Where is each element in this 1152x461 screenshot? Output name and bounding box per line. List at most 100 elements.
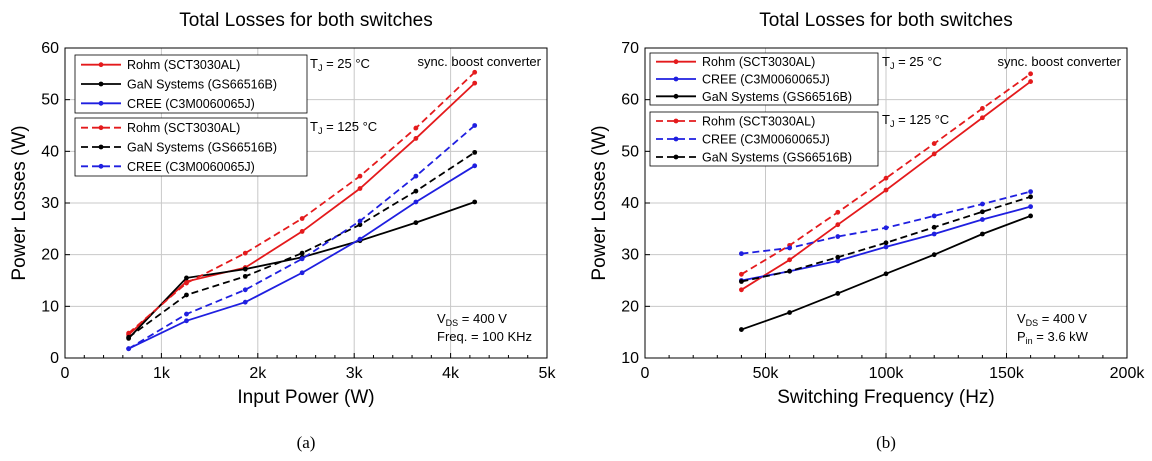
- data-point: [184, 318, 189, 324]
- data-point: [299, 229, 305, 234]
- data-point: [413, 188, 419, 194]
- data-point: [835, 254, 841, 260]
- data-point: [980, 209, 985, 215]
- legend-marker: [98, 125, 104, 131]
- data-point: [1028, 189, 1033, 195]
- data-point: [472, 80, 478, 86]
- chart-panel-1: Total Losses for both switches 0 50k 100k 15…: [589, 10, 1145, 452]
- annotation-conditions: Freq. = 100 KHz: [437, 329, 532, 344]
- data-point: [299, 270, 305, 276]
- legend-group-label: TJ = 25 °C: [310, 56, 370, 73]
- legend-0: Rohm (SCT3030AL) CREE (C3M0060065J) GaN Sy…: [649, 52, 942, 106]
- legend-marker: [673, 76, 679, 82]
- legend-group-label: TJ = 125 °C: [310, 119, 377, 136]
- series-4: [739, 189, 1033, 257]
- data-point: [413, 220, 419, 226]
- data-point: [1028, 79, 1033, 84]
- data-point: [242, 287, 248, 293]
- data-point: [126, 346, 132, 352]
- legend-marker: [673, 136, 679, 142]
- series-5: [126, 123, 478, 352]
- legend-1: Rohm (SCT3030AL) CREE (C3M0060065J) GaN Sy…: [649, 111, 949, 167]
- legend-entry: CREE (C3M0060065J): [702, 73, 830, 87]
- series-0: [739, 79, 1033, 293]
- y-tick-label: 40: [621, 195, 639, 212]
- data-point: [242, 266, 248, 272]
- data-point: [299, 216, 305, 221]
- data-point: [835, 258, 841, 264]
- legend-entry: Rohm (SCT3030AL): [127, 121, 240, 135]
- data-point: [883, 271, 889, 277]
- data-point: [980, 231, 985, 237]
- x-tick-label: 4k: [442, 365, 460, 382]
- data-point: [357, 173, 363, 179]
- data-point: [835, 291, 841, 296]
- legend-entry: GaN Systems (GS66516B): [702, 151, 852, 165]
- y-tick-label: 30: [621, 247, 639, 264]
- data-point: [472, 163, 478, 169]
- plot-frame: [644, 47, 1128, 359]
- legend-entry: GaN Systems (GS66516B): [127, 78, 277, 92]
- x-tick-label: 0: [641, 365, 650, 382]
- legend-entry: Rohm (SCT3030AL): [702, 115, 815, 129]
- data-point: [931, 252, 937, 258]
- data-point: [472, 123, 478, 128]
- data-point: [931, 213, 937, 219]
- data-point: [1028, 194, 1033, 200]
- data-point: [980, 106, 985, 111]
- data-point: [931, 141, 937, 146]
- data-point: [357, 236, 363, 242]
- x-tick-label: 0: [61, 365, 70, 382]
- data-point: [883, 187, 889, 193]
- legend-marker: [673, 118, 679, 124]
- annotation-converter: sync. boost converter: [997, 54, 1121, 69]
- data-point: [787, 310, 792, 315]
- series-2: [739, 213, 1033, 332]
- data-point: [472, 199, 478, 205]
- series-line: [128, 151, 476, 339]
- data-point: [931, 151, 937, 157]
- x-axis-label: Switching Frequency (Hz): [777, 387, 995, 408]
- data-point: [357, 222, 363, 228]
- data-point: [184, 292, 189, 298]
- data-point: [1028, 71, 1033, 77]
- data-point: [931, 224, 937, 230]
- legend-marker: [98, 163, 104, 169]
- y-tick-label: 10: [41, 298, 59, 315]
- data-point: [739, 271, 744, 277]
- x-tick-label: 150k: [989, 365, 1025, 382]
- y-tick-label: 60: [41, 40, 59, 57]
- y-tick-label: 10: [621, 350, 639, 367]
- data-point: [413, 173, 419, 179]
- data-point: [472, 69, 478, 75]
- y-tick-label: 20: [41, 247, 59, 264]
- x-axis-label: Input Power (W): [237, 387, 374, 408]
- data-point: [299, 256, 305, 262]
- data-point: [242, 273, 248, 279]
- data-point: [739, 327, 744, 332]
- legend-entry: Rohm (SCT3030AL): [702, 55, 815, 69]
- data-point: [413, 136, 419, 141]
- data-point: [184, 280, 189, 286]
- y-tick-label: 50: [621, 143, 639, 160]
- legend-box: [74, 117, 308, 177]
- x-tick-label: 50k: [753, 365, 780, 382]
- x-tick-label: 5k: [539, 365, 557, 382]
- data-point: [835, 222, 841, 228]
- figure-caption: (b): [876, 433, 896, 452]
- data-point: [835, 234, 841, 239]
- data-point: [1028, 213, 1033, 219]
- series-3: [739, 71, 1033, 277]
- plot-frame: [64, 47, 548, 359]
- data-point: [242, 299, 248, 305]
- legend-marker: [98, 62, 104, 68]
- data-point: [357, 186, 363, 191]
- series-5: [739, 194, 1033, 284]
- legend-entry: CREE (C3M0060065J): [127, 160, 255, 174]
- chart-title: Total Losses for both switches: [179, 10, 432, 31]
- data-point: [472, 149, 478, 155]
- data-point: [1028, 204, 1033, 210]
- legend-entry: CREE (C3M0060065J): [702, 133, 830, 147]
- data-point: [980, 201, 985, 207]
- legend-0: Rohm (SCT3030AL) GaN Systems (GS66516B) CR…: [74, 54, 370, 114]
